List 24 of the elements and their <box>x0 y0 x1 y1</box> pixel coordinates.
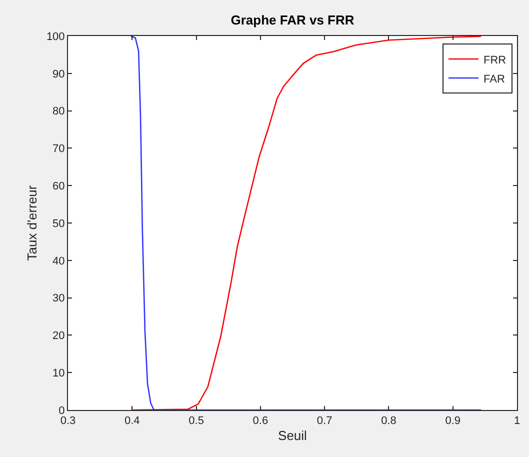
y-tick-label: 80 <box>52 106 65 118</box>
x-tick-label: 0.6 <box>252 415 268 428</box>
y-tick-label: 90 <box>52 68 65 80</box>
y-tick-label: 20 <box>52 330 65 342</box>
legend-label: FRR <box>484 54 506 66</box>
y-tick-label: 30 <box>52 292 65 305</box>
x-tick-label: 0.3 <box>60 415 76 428</box>
x-tick-label: 0.5 <box>188 415 204 428</box>
y-tick-label: 100 <box>46 30 65 43</box>
x-tick-label: 0.7 <box>316 415 332 428</box>
y-tick-label: 50 <box>52 218 65 230</box>
y-tick-label: 10 <box>52 367 65 380</box>
x-tick-label: 1 <box>514 415 520 428</box>
x-tick-label: 0.9 <box>445 415 461 428</box>
y-tick-label: 0 <box>58 404 65 417</box>
chart-title: Graphe FAR vs FRR <box>230 12 355 28</box>
x-tick-label: 0.4 <box>124 415 140 428</box>
y-tick-label: 70 <box>52 143 65 156</box>
y-axis-title: Taux d'erreur <box>24 184 40 261</box>
y-tick-label: 40 <box>52 255 65 268</box>
y-tick-label: 60 <box>52 180 65 192</box>
x-axis-title: Seuil <box>278 428 308 443</box>
legend-label: FAR <box>484 73 505 86</box>
x-tick-label: 0.8 <box>381 415 396 428</box>
